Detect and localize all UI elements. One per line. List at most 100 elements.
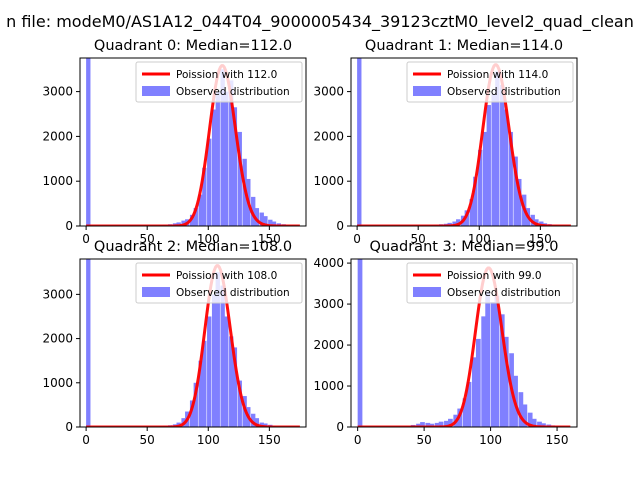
legend-entry-label: Observed distribution: [176, 86, 290, 98]
y-tick-label: 0: [65, 420, 73, 434]
x-tick-label: 150: [529, 232, 552, 246]
legend-bar-swatch: [142, 287, 170, 297]
histogram-bar: [503, 336, 509, 427]
histogram-bar: [429, 423, 435, 427]
histogram-bar: [254, 208, 260, 226]
axes-frame: [350, 57, 578, 227]
histogram-bar: [86, 58, 91, 226]
histogram-bar: [434, 422, 440, 427]
histogram-bar: [202, 167, 207, 226]
poisson-line: [357, 266, 571, 427]
histogram-bar: [500, 84, 505, 226]
histogram-bar: [198, 194, 203, 226]
histogram-bar: [254, 418, 260, 427]
histogram-bar: [452, 221, 457, 226]
histogram-bar: [456, 219, 461, 226]
histogram-bar: [425, 422, 431, 427]
histogram-bar: [473, 176, 478, 226]
legend-bar-swatch: [142, 86, 170, 96]
histogram-bar: [518, 392, 524, 427]
legend-entry-label: Poission with 114.0: [447, 69, 548, 81]
subplot-quadrant-2: 0 50 100 150 0 1000 2000 3000 Quadrant 2: Median…: [42, 239, 307, 447]
histogram-bar: [259, 422, 264, 427]
histogram-bar: [420, 422, 425, 427]
y-tick-label: 3000: [313, 85, 344, 99]
histogram-bar: [486, 105, 491, 226]
x-tick-label: 0: [354, 433, 362, 447]
poisson-line: [85, 64, 301, 226]
legend-bar-swatch: [413, 287, 441, 297]
y-tick-label: 2000: [42, 332, 73, 346]
axes-frame: [79, 258, 307, 428]
x-tick-label: 100: [197, 433, 220, 447]
histogram-bar: [478, 149, 483, 226]
histogram-bar: [490, 302, 496, 427]
legend-bar-swatch: [413, 86, 441, 96]
figure-suptitle: n file: modeM0/AS1A12_044T04_9000005434_…: [6, 12, 634, 32]
y-tick-label: 0: [336, 219, 344, 233]
histogram-bar: [517, 178, 522, 226]
axes-frame: [350, 258, 578, 428]
y-tick-label: 3000: [42, 287, 73, 301]
histogram-bar: [541, 423, 546, 427]
y-tick-label: 1000: [42, 376, 73, 390]
histogram-bar: [508, 131, 513, 226]
x-tick-label: 50: [411, 232, 426, 246]
subplot-title: Quadrant 1: Median=114.0: [365, 38, 563, 54]
histogram-bar: [475, 338, 481, 427]
y-tick-label: 4000: [313, 256, 344, 270]
histogram-bar: [357, 259, 363, 427]
histogram-bar: [268, 219, 273, 226]
histogram-bar: [237, 380, 242, 427]
legend-entry-label: Observed distribution: [176, 287, 290, 299]
histogram-bar: [193, 382, 198, 427]
x-tick-label: 150: [258, 433, 281, 447]
subplot-title: Quadrant 2: Median=108.0: [94, 239, 292, 255]
y-tick-label: 3000: [42, 85, 73, 99]
legend-box: [406, 61, 574, 103]
histogram-bar: [448, 418, 453, 427]
histogram-bar: [232, 107, 238, 226]
histogram-bar: [499, 314, 505, 427]
x-tick-label: 100: [197, 232, 220, 246]
histogram-bar: [513, 156, 518, 226]
histogram-bar: [469, 199, 474, 226]
histogram-bar: [220, 69, 225, 226]
histogram-bar: [263, 216, 268, 226]
histogram-bar: [193, 208, 198, 226]
plot-area: [357, 259, 571, 427]
histogram-bar: [220, 285, 225, 427]
histogram-bar: [485, 291, 491, 427]
x-tick-label: 150: [258, 232, 281, 246]
histogram-bar: [229, 80, 234, 226]
histogram-bar: [189, 214, 195, 226]
legend: Poission with 114.0 Observed distribution: [406, 61, 574, 103]
y-tick-label: 1000: [313, 379, 344, 393]
legend-entry-label: Observed distribution: [447, 86, 561, 98]
histogram-bar: [482, 131, 488, 226]
histogram-bar: [471, 357, 477, 427]
y-tick-label: 2000: [313, 338, 344, 352]
y-tick-label: 2000: [313, 129, 344, 143]
y-tick-label: 2000: [42, 129, 73, 143]
histogram-bar: [207, 316, 212, 427]
legend: Poission with 99.0 Observed distribution: [406, 262, 574, 304]
legend-entry-label: Poission with 108.0: [176, 270, 277, 282]
legend: Poission with 108.0 Observed distribution: [135, 262, 303, 304]
histogram-bar: [531, 418, 537, 427]
histogram-bar: [481, 316, 487, 427]
subplot-quadrant-1: 0 50 100 150 0 1000 2000 3000 Quadrant 1: Median…: [313, 38, 578, 246]
histogram-bar: [215, 272, 220, 427]
legend-entry-label: Poission with 112.0: [176, 69, 277, 81]
histogram-bar: [86, 259, 91, 427]
histogram-bar: [229, 336, 234, 427]
subplot-quadrant-3: 0 50 100 150 0 1000 2000 3000 4000 Quadrant 3: Me…: [313, 239, 578, 447]
histogram-bar: [189, 400, 195, 427]
histogram-bar: [259, 212, 264, 226]
histogram-bar: [522, 404, 528, 427]
x-tick-label: 100: [479, 433, 502, 447]
x-tick-label: 100: [468, 232, 491, 246]
y-tick-label: 0: [65, 219, 73, 233]
plot-area: [356, 58, 572, 226]
